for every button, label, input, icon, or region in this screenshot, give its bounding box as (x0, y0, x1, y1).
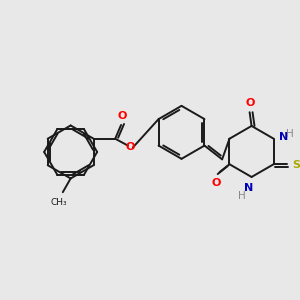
Text: S: S (292, 160, 300, 170)
Text: CH₃: CH₃ (51, 198, 67, 207)
Text: H: H (286, 129, 294, 139)
Text: H: H (238, 191, 246, 201)
Text: N: N (279, 132, 288, 142)
Text: O: O (246, 98, 255, 108)
Text: N: N (244, 183, 253, 193)
Text: O: O (211, 178, 220, 188)
Text: O: O (117, 111, 127, 121)
Text: O: O (125, 142, 135, 152)
